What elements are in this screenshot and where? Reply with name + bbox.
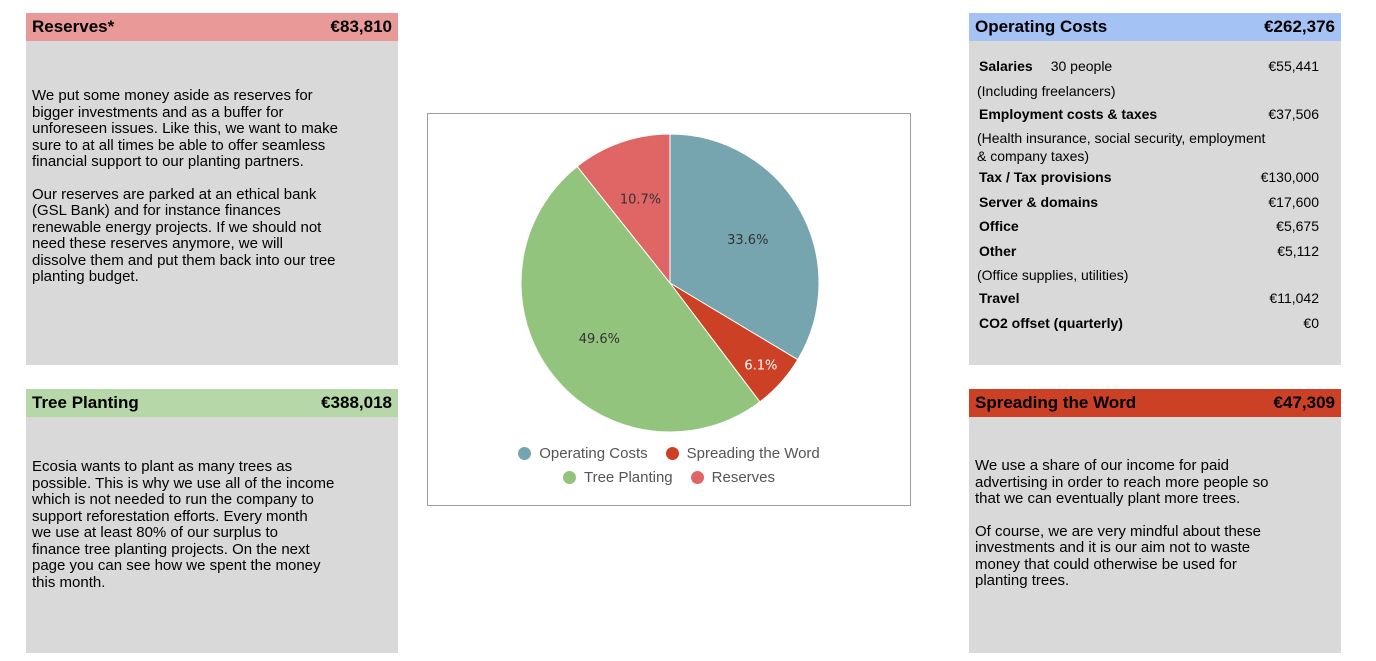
legend-dot-tree-planting [562,471,576,484]
legend-item-reserves: Reserves [690,469,776,486]
reserves-amount: €83,810 [330,17,392,36]
spreading-the-word-paragraph-2: Of course, we are very mindful about the… [975,522,1261,589]
operating-costs-card: Operating Costs €262,376 Salaries 30 peop… [969,13,1341,365]
cost-label-co2: CO2 offset (quarterly) [979,314,1123,331]
cost-value-co2: €0 [1303,314,1319,331]
legend-item-tree-planting: Tree Planting [562,469,673,486]
legend-dot-operating-costs [518,447,532,460]
tree-planting-title: Tree Planting [32,393,139,412]
cost-label-tax: Tax / Tax provisions [979,169,1112,185]
cost-label-server: Server & domains [979,193,1099,210]
cost-value-salaries: €55,441 [1268,58,1319,74]
cost-label-travel: Travel [979,290,1020,306]
pie-chart-panel: 33.6% 6.1% 49.6% 10.7% Operating Costs Spre… [427,113,911,506]
cost-extra-salaries: 30 people [1050,58,1113,74]
tree-planting-card: Tree Planting €388,018 Ecosia wants to p… [26,389,398,653]
reserves-card: Reserves* €83,810 We put some money asid… [26,13,398,365]
cost-row-other: Other €5,112 [979,243,1319,268]
tree-planting-amount: €388,018 [321,393,392,412]
reserves-header: Reserves* €83,810 [26,13,398,41]
reserves-description: We put some money aside as reserves for … [32,87,376,302]
pie-label-spreading-the-word: 6.1% [744,359,777,374]
cost-row-tax: Tax / Tax provisions €130,000 [979,169,1319,194]
legend-row-2: Tree Planting Reserves [428,469,910,486]
spreading-the-word-amount: €47,309 [1273,393,1335,412]
cost-note-employment: (Health insurance, social security, empl… [977,130,1266,164]
spreading-the-word-title: Spreading the Word [975,393,1137,412]
legend-dot-spreading-the-word [665,447,679,460]
operating-costs-header: Operating Costs €262,376 [969,13,1341,41]
spreading-the-word-card: Spreading the Word €47,309 We use a shar… [969,389,1341,653]
legend-label-reserves: Reserves [711,469,776,486]
reserves-paragraph-2: Our reserves are parked at an ethical ba… [32,185,336,285]
pie-label-operating-costs: 33.6% [727,233,768,248]
pie-slice-reserves [576,133,671,285]
operating-costs-title: Operating Costs [975,17,1108,36]
legend-row-1: Operating Costs Spreading the Word [428,445,910,462]
cost-value-tax: €130,000 [1260,169,1319,185]
cost-row-travel: Travel €11,042 [979,290,1319,315]
legend-dot-reserves [690,471,704,484]
cost-note-other: (Office supplies, utilities) [977,267,1129,283]
cost-row-salaries: Salaries 30 people €55,441 [979,58,1319,83]
cost-row-server: Server & domains €17,600 [979,194,1319,219]
cost-note-salaries: (Including freelancers) [977,82,1116,99]
cost-label-other: Other [979,242,1017,259]
reserves-title: Reserves* [32,17,115,36]
legend-item-spreading-the-word: Spreading the Word [665,445,820,462]
spreading-the-word-header: Spreading the Word €47,309 [969,389,1341,417]
tree-planting-paragraph-1: Ecosia wants to plant as many trees as p… [32,458,335,591]
reserves-paragraph-1: We put some money aside as reserves for … [32,87,338,170]
tree-planting-header: Tree Planting €388,018 [26,389,398,417]
cost-label-office: Office [979,218,1019,234]
tree-planting-description: Ecosia wants to plant as many trees as p… [32,458,376,607]
legend-label-operating-costs: Operating Costs [539,445,648,462]
cost-label-salaries: Salaries [979,58,1033,74]
pie-label-tree-planting: 49.6% [579,332,620,347]
cost-value-server: €17,600 [1268,193,1319,210]
legend-label-spreading-the-word: Spreading the Word [686,445,820,462]
pie-label-reserves: 10.7% [620,193,661,208]
pie-slice-operating-costs [669,133,820,361]
legend-item-operating-costs: Operating Costs [518,445,648,462]
spreading-the-word-description: We use a share of our income for paid ad… [975,457,1319,606]
legend-label-tree-planting: Tree Planting [583,469,673,486]
operating-costs-amount: €262,376 [1264,17,1335,36]
operating-costs-list: Salaries 30 people €55,441 (Including fre… [977,58,1319,340]
pie-slice-tree-planting [520,165,761,433]
cost-value-other: €5,112 [1277,242,1319,259]
cost-label-employment: Employment costs & taxes [979,105,1158,122]
spreading-the-word-paragraph-1: We use a share of our income for paid ad… [975,457,1269,507]
cost-row-co2: CO2 offset (quarterly) €0 [979,315,1319,340]
cost-value-office: €5,675 [1276,218,1319,234]
cost-value-employment: €37,506 [1268,105,1319,122]
cost-row-office: Office €5,675 [979,218,1319,243]
cost-row-employment: Employment costs & taxes €37,506 [979,106,1319,131]
pie-chart: 33.6% 6.1% 49.6% 10.7% [520,133,820,433]
cost-value-travel: €11,042 [1269,290,1319,306]
